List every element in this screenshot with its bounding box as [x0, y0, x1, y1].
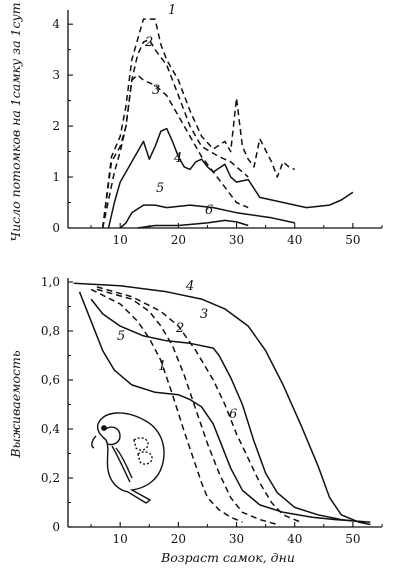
- x-tick-label: 50: [345, 532, 360, 546]
- y-tick-label: 2: [52, 119, 60, 133]
- bottom-y-axis-title: Выживаемость: [8, 350, 23, 458]
- series-line-2: [101, 38, 249, 229]
- series-line-4: [107, 127, 354, 229]
- series-line-1: [101, 18, 295, 229]
- y-tick-label: 0,6: [41, 373, 60, 387]
- daphnia-illustration: [91, 412, 165, 504]
- x-tick-label: 30: [229, 233, 244, 247]
- series-label-1: 1: [168, 3, 176, 18]
- y-tick-label: 1,0: [41, 275, 60, 289]
- series-label-5: 5: [156, 181, 164, 196]
- x-tick-label: 40: [287, 532, 302, 546]
- series-line-3: [96, 286, 301, 523]
- series-line-2: [96, 288, 278, 526]
- survival-chart: 10 20 30 40 50 0 0,2 0,4 0,6 0,8 1,0 43 2 1 5 6: [41, 275, 383, 546]
- x-tick-label: 30: [229, 532, 244, 546]
- series-line-1: [90, 288, 243, 523]
- series-line-6: [78, 291, 371, 523]
- y-tick-label: 3: [52, 68, 60, 82]
- series-line-4: [73, 282, 371, 526]
- series-label-3: 3: [152, 83, 160, 98]
- x-tick-label: 40: [287, 233, 302, 247]
- x-tick-label: 10: [113, 233, 128, 247]
- series-label-6: 6: [229, 407, 237, 422]
- y-tick-label: 0: [52, 221, 60, 235]
- x-tick-label: 10: [113, 532, 128, 546]
- y-tick-label: 0: [52, 520, 60, 534]
- y-tick-label: 0,8: [41, 324, 60, 338]
- x-tick-label: 20: [171, 532, 186, 546]
- series-label-4: 4: [173, 151, 182, 166]
- y-tick-label: 1: [52, 170, 60, 184]
- series-line-5: [90, 298, 365, 523]
- x-tick-label: 20: [171, 233, 186, 247]
- y-tick-label: 0,2: [41, 471, 60, 485]
- series-label-6: 6: [205, 203, 213, 218]
- series-label-1: 1: [158, 359, 166, 374]
- series-line-5: [119, 204, 295, 229]
- series-line-3: [101, 74, 249, 229]
- x-tick-label: 50: [345, 233, 360, 247]
- series-label-5: 5: [117, 329, 125, 344]
- series-line-6: [137, 219, 249, 229]
- top-y-axis-title: Число потомков на 1самку за 1сут: [8, 2, 23, 241]
- series-label-3: 3: [200, 307, 208, 322]
- y-tick-label: 0,4: [41, 422, 60, 436]
- y-tick-label: 4: [52, 17, 60, 31]
- series-label-2: 2: [175, 321, 184, 336]
- series-label-4: 4: [185, 279, 194, 294]
- series-label-2: 2: [144, 35, 153, 50]
- bottom-x-axis-title: Возраст самок, дни: [160, 550, 295, 565]
